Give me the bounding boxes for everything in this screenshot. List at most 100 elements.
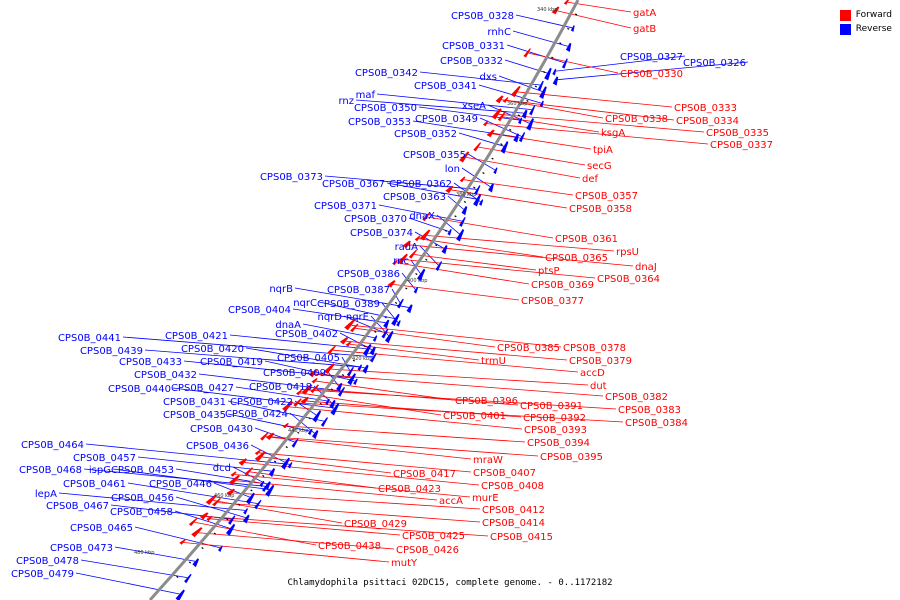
reverse-gene-label: CPS0B_0371 [314,201,377,212]
forward-gene-arrow [459,176,466,183]
reverse-connector [419,245,439,266]
reverse-gene-arrow [435,261,443,271]
reverse-gene-arrow [243,514,250,524]
reverse-gene-label: CPS0B_0446 [149,479,212,490]
reverse-gene-label: CPS0B_0421 [165,331,228,342]
reverse-connector [512,30,568,47]
reverse-gene-label: CPS0B_0327 [620,52,683,63]
reverse-gene-label: CPS0B_0439 [80,346,143,357]
reverse-gene-label: CPS0B_0431 [163,397,226,408]
reverse-gene-label: CPS0B_0353 [348,117,411,128]
reverse-gene-label: xseA [462,101,486,112]
scale-tick-mark [517,114,521,117]
reverse-gene-label: CPS0B_0435 [163,410,226,421]
forward-gene-label: CPS0B_0426 [396,545,459,556]
legend-item-reverse: Reverse [839,22,892,36]
forward-connector [502,116,600,133]
reverse-gene-arrow [218,545,223,552]
forward-gene-arrow [244,467,253,476]
reverse-gene-label: dcd [213,463,231,474]
forward-connector [418,238,544,258]
forward-connector [451,189,568,209]
reverse-gene-label: dnaA [275,320,301,331]
forward-gene-label: CPS0B_0384 [625,418,688,429]
forward-gene-label: gatB [633,24,656,35]
reverse-gene-arrow [539,86,547,99]
reverse-gene-label: CPS0B_0432 [134,370,197,381]
scale-tick-mark [213,532,217,535]
reverse-gene-arrow [330,403,340,416]
reverse-gene-arrow [346,366,354,377]
forward-gene-arrow [491,108,502,120]
reverse-gene-arrow [565,42,572,52]
reverse-connector [85,443,290,465]
forward-gene-label: ksgA [601,128,625,139]
reverse-gene-label: CPS0B_0350 [354,103,417,114]
scale-tick-mark [551,56,554,59]
forward-gene-label: CPS0B_0391 [520,401,583,412]
reverse-connector [355,99,524,114]
forward-connector [262,456,392,474]
reverse-gene-arrow [336,382,343,392]
reverse-connector [80,559,188,578]
reverse-gene-label: CPS0B_0422 [230,397,293,408]
reverse-gene-arrow [243,508,248,515]
reverse-gene-label: CPS0B_0363 [383,192,446,203]
reverse-gene-label: CPS0B_0441 [58,333,121,344]
reverse-connector [114,546,196,562]
reverse-gene-label: CPS0B_0465 [70,523,133,534]
reverse-gene-arrow [265,484,275,497]
forward-gene-arrow [205,494,217,505]
reverse-connector [174,510,231,529]
forward-connector [501,99,675,121]
reverse-gene-label: CPS0B_0427 [171,383,234,394]
scale-tick-mark [425,258,428,261]
gene-labels: CPS0B_0328 rnhC CPS0B_0331 CPS0B_0332 CPS0B_… [11,8,773,580]
scale-tick-label: 400 kbp [407,278,427,284]
forward-gene-label: CPS0B_0378 [563,343,626,354]
scale-tick-mark [435,244,438,247]
reverse-gene-arrow [518,132,526,143]
reverse-connector [264,360,355,382]
reverse-connector [498,75,543,92]
reverse-gene-arrow [552,76,559,86]
reverse-gene-arrow [456,229,465,242]
forward-gene-label: CPS0B_0383 [618,405,681,416]
scale-ticks: 340 kbp 360 kbp 380 kbp 400 kbp 420 kbp 440 k… [134,7,578,579]
reverse-gene-label: nqrB [269,284,293,295]
scale-tick-label: 440 kbp [288,428,308,434]
reverse-connector [227,400,325,422]
forward-gene-label: CPS0B_0392 [523,413,586,424]
forward-gene-label: dut [590,381,607,392]
reverse-gene-label: rnhC [487,27,511,38]
reverse-gene-label: CPS0B_0473 [50,543,113,554]
forward-connector [498,113,705,133]
forward-gene-arrow [282,401,294,412]
scale-tick-mark [500,143,503,146]
forward-gene-arrow [228,474,240,486]
reverse-gene-arrow [478,199,484,206]
reverse-gene-label: CPS0B_0402 [275,329,338,340]
forward-gene-label: murE [472,493,499,504]
scale-tick-mark [250,489,253,492]
forward-gene-label: secG [587,161,612,172]
forward-connector [289,406,523,430]
legend-item-forward: Forward [839,8,892,22]
scale-tick-label: 380 kbp [456,192,476,198]
forward-connector [331,368,589,386]
reverse-connector [235,386,328,402]
forward-connector [414,254,537,271]
forward-gene-arrow [308,369,318,378]
forward-gene-arrow [327,345,336,355]
scale-tick-mark [405,287,408,290]
forward-gene-label: mraW [473,455,503,466]
scale-tick-mark [226,518,229,521]
reverse-gene-arrow [391,313,400,327]
forward-gene-arrow [254,451,266,462]
reverse-gene-label: CPS0B_0418 [249,382,312,393]
reverse-gene-arrow [461,206,468,216]
scale-tick-label: 360 kbp [507,101,527,107]
reverse-gene-arrow [372,335,378,342]
reverse-connector [75,572,180,595]
